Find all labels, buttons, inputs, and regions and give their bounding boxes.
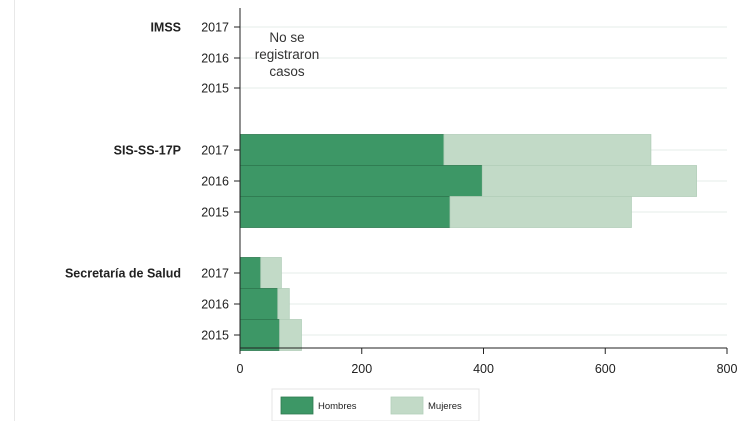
legend-swatch-hombres [280, 396, 314, 415]
legend-label-hombres: Hombres [318, 401, 357, 412]
year-tick-label: 2016 [201, 52, 229, 66]
year-tick-label: 2016 [201, 175, 229, 189]
group-label: Secretaría de Salud [65, 267, 181, 281]
bar-secretar-a-de-salud-2017-mujeres [260, 257, 282, 289]
year-tick-label: 2017 [201, 21, 229, 35]
annotation-layer: No se registraron casos [255, 30, 320, 79]
year-tick-label: 2017 [201, 144, 229, 158]
bar-sis-ss-17p-2015-mujeres [449, 196, 632, 228]
bar-sis-ss-17p-2016-hombres [239, 165, 483, 197]
no-cases-annotation-line: No se [269, 30, 304, 45]
axes-layer [234, 8, 728, 354]
year-tick-label: 2015 [201, 82, 229, 96]
no-cases-annotation-line: registraron [255, 47, 320, 62]
legend-label-mujeres: Mujeres [428, 401, 462, 412]
bar-secretar-a-de-salud-2016-mujeres [277, 288, 290, 320]
bar-sis-ss-17p-2016-mujeres [481, 165, 697, 197]
bar-secretar-a-de-salud-2015-mujeres [279, 319, 302, 351]
page-left-rule [14, 0, 15, 421]
bars-layer [239, 134, 697, 351]
bar-sis-ss-17p-2015-hombres [239, 196, 451, 228]
x-tick-label: 800 [717, 362, 738, 376]
bar-secretar-a-de-salud-2015-hombres [239, 319, 280, 351]
group-label: IMSS [150, 21, 181, 35]
x-tick-label: 200 [351, 362, 372, 376]
x-tick-label: 600 [595, 362, 616, 376]
legend: Hombres Mujeres [271, 388, 480, 421]
x-tick-label: 0 [237, 362, 244, 376]
x-tick-label: 400 [473, 362, 494, 376]
bar-sis-ss-17p-2017-hombres [239, 134, 445, 166]
group-label: SIS-SS-17P [114, 144, 181, 158]
year-tick-label: 2016 [201, 298, 229, 312]
no-cases-annotation-line: casos [269, 64, 305, 79]
bar-secretar-a-de-salud-2017-hombres [239, 257, 262, 289]
bar-secretar-a-de-salud-2016-hombres [239, 288, 279, 320]
legend-swatch-mujeres [390, 396, 424, 415]
labels-layer: 2017 2016 2015 2017 2016 2015 2017 2016 2015 IMSS… [65, 21, 738, 377]
bar-sis-ss-17p-2017-mujeres [443, 134, 652, 166]
year-tick-label: 2015 [201, 206, 229, 220]
year-tick-label: 2017 [201, 267, 229, 281]
year-tick-label: 2015 [201, 329, 229, 343]
